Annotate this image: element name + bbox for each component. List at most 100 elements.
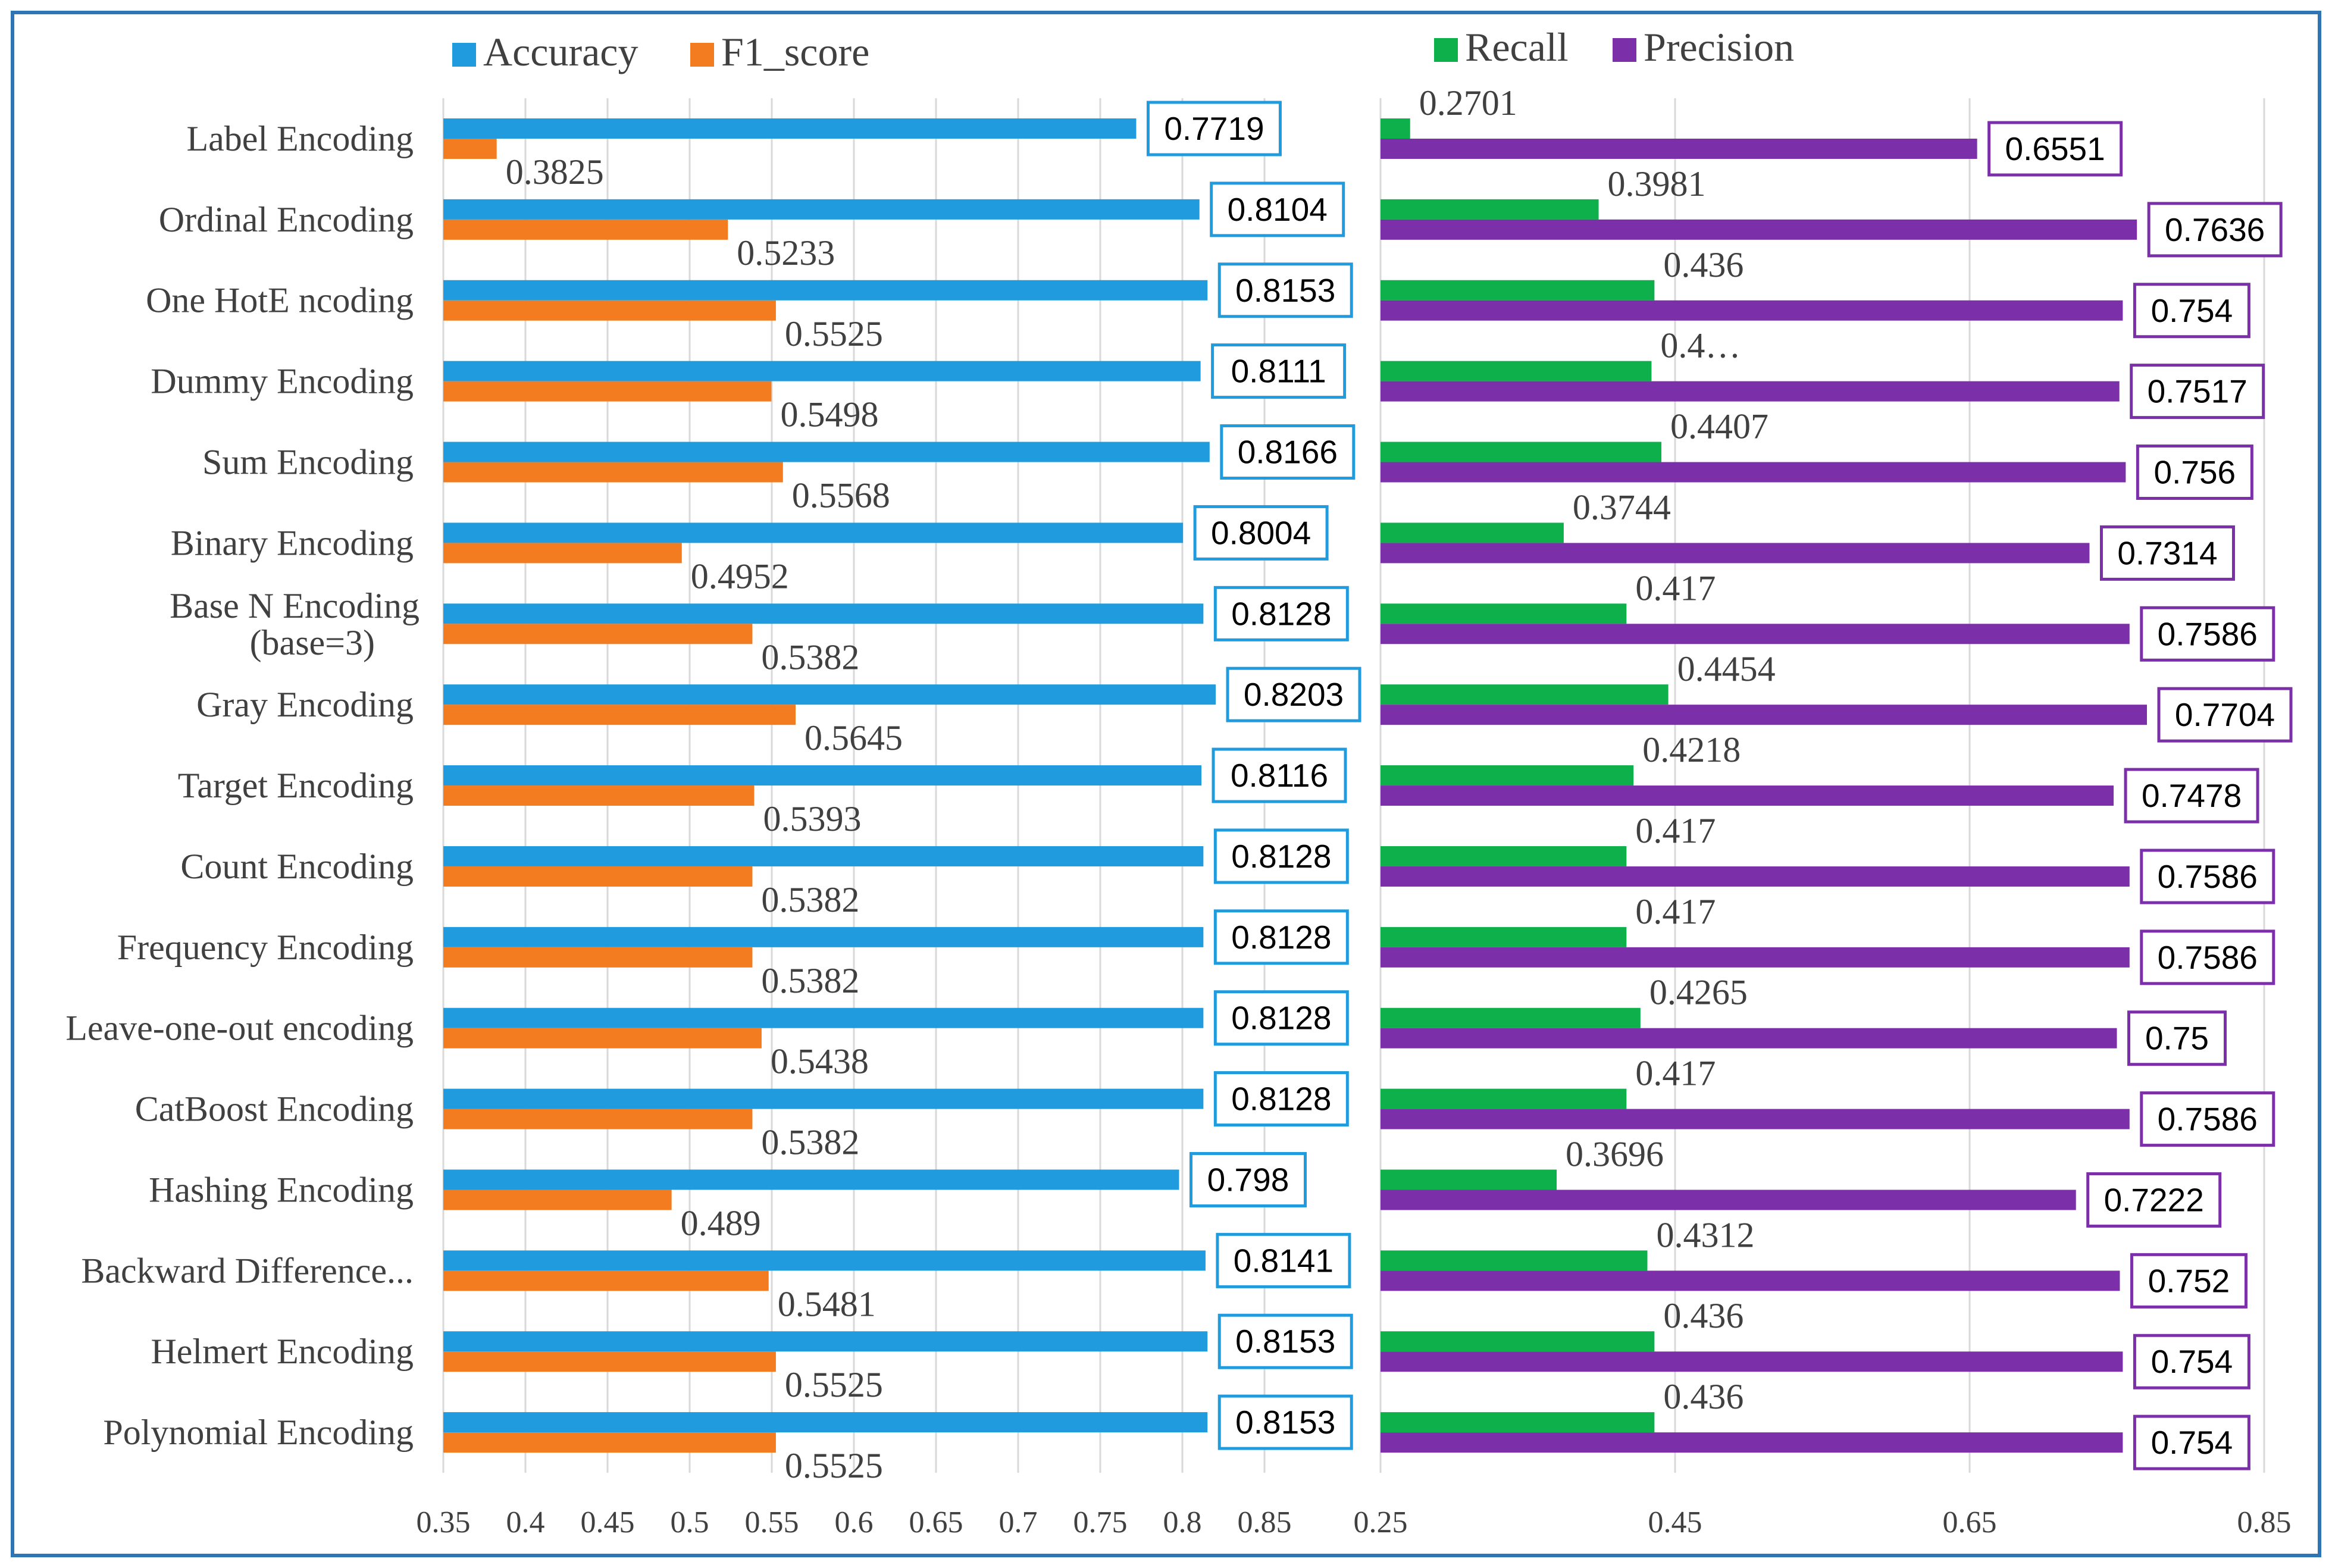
- left-bar-accuracy: [443, 361, 1201, 381]
- precision-data-label: 0.7586: [2158, 858, 2258, 895]
- left-axis-tick-label: 0.35: [417, 1506, 471, 1539]
- precision-data-label: 0.7586: [2158, 939, 2258, 976]
- accuracy-data-label-box: [1213, 828, 1349, 884]
- f1-score-data-label: 0.5393: [763, 799, 861, 838]
- accuracy-data-label: 0.8128: [1231, 838, 1331, 875]
- precision-data-label-box: [2140, 929, 2275, 985]
- precision-data-label: 0.754: [2151, 292, 2233, 329]
- category-label: Dummy Encoding: [151, 362, 414, 401]
- left-axis-tick-label: 0.55: [745, 1506, 799, 1539]
- precision-legend-swatch: [1613, 38, 1636, 62]
- right-bar-recall: [1381, 1412, 1655, 1433]
- left-bar-f1-score: [443, 1028, 762, 1049]
- labels-layer: 0.35 0.4 0.45 0.5 0.55 0.6 0.65 0.7 0.75 0.8 0.85 0…: [65, 83, 2293, 1539]
- accuracy-data-label: 0.8128: [1231, 1081, 1331, 1118]
- right-bar-recall: [1381, 603, 1627, 624]
- left-bar-accuracy: [443, 1412, 1208, 1433]
- left-bar-f1-score: [443, 947, 753, 968]
- bars-layer: [443, 118, 2147, 1453]
- accuracy-data-label-box: [1217, 1394, 1353, 1450]
- precision-data-label: 0.7636: [2165, 211, 2265, 248]
- right-bar-precision: [1381, 219, 2137, 240]
- accuracy-data-label-box: [1213, 990, 1349, 1046]
- category-label: Ordinal Encoding: [159, 200, 414, 239]
- right-bar-recall: [1381, 1250, 1648, 1271]
- category-label: Hashing Encoding: [149, 1170, 414, 1209]
- left-bar-f1-score: [443, 705, 796, 725]
- recall-data-label: 0.417: [1635, 568, 1716, 608]
- accuracy-data-label-box: [1213, 1071, 1349, 1127]
- right-bar-precision: [1381, 705, 2147, 725]
- left-bar-f1-score: [443, 219, 728, 240]
- category-label: Sum Encoding: [202, 442, 414, 481]
- right-bar-precision: [1381, 300, 2123, 321]
- f1-score-data-label: 0.489: [681, 1203, 761, 1242]
- right-bar-recall: [1381, 765, 1634, 786]
- right-bar-precision: [1381, 947, 2130, 968]
- recall-data-label: 0.4312: [1656, 1215, 1754, 1254]
- f1-score-data-label: 0.5233: [737, 233, 835, 273]
- accuracy-data-label: 0.8128: [1231, 919, 1331, 956]
- category-label: Binary Encoding: [171, 523, 414, 562]
- accuracy-data-label-box: [1220, 424, 1356, 480]
- precision-data-label-box: [2127, 1010, 2227, 1066]
- f1-score-data-label: 0.5525: [785, 1365, 883, 1404]
- left-bar-f1-score: [443, 1190, 672, 1210]
- right-bar-precision: [1381, 1109, 2130, 1129]
- f1-score-data-label: 0.5382: [761, 961, 859, 1000]
- accuracy-data-label: 0.8104: [1228, 191, 1328, 228]
- right-bar-precision: [1381, 866, 2130, 887]
- f1-score-data-label: 0.5382: [761, 637, 859, 677]
- accuracy-data-label: 0.8203: [1244, 676, 1344, 713]
- precision-data-label: 0.752: [2148, 1262, 2230, 1299]
- precision-data-label-box: [2157, 687, 2293, 743]
- left-bar-f1-score: [443, 866, 753, 887]
- precision-data-label: 0.7222: [2104, 1181, 2204, 1218]
- accuracy-data-label-box: [1213, 586, 1349, 641]
- accuracy-legend-swatch: [452, 43, 476, 67]
- precision-data-label-box: [2124, 768, 2259, 824]
- category-label: Gray Encoding: [196, 685, 414, 724]
- left-bar-accuracy: [443, 442, 1210, 462]
- precision-data-label: 0.7478: [2142, 777, 2242, 814]
- accuracy-data-label-box: [1217, 1313, 1353, 1369]
- category-label: CatBoost Encoding: [135, 1090, 414, 1129]
- accuracy-data-label: 0.7719: [1164, 110, 1264, 147]
- f1-score-data-label: 0.5645: [805, 718, 903, 758]
- precision-data-label: 0.754: [2151, 1424, 2233, 1461]
- accuracy-data-label-box: [1146, 101, 1282, 157]
- recall-data-label: 0.4454: [1677, 649, 1776, 688]
- recall-data-label: 0.3744: [1573, 487, 1671, 527]
- left-bar-accuracy: [443, 846, 1204, 866]
- left-axis-tick-label: 0.65: [909, 1506, 963, 1539]
- f1-score-data-label: 0.5525: [785, 1446, 883, 1485]
- f1-score-data-label: 0.4952: [691, 556, 789, 596]
- left-axis-tick-label: 0.75: [1073, 1506, 1128, 1539]
- left-bar-f1-score: [443, 139, 497, 159]
- right-bar-precision: [1381, 785, 2114, 806]
- right-bar-recall: [1381, 442, 1661, 462]
- accuracy-data-label-box: [1212, 747, 1347, 803]
- left-bar-f1-score: [443, 1432, 776, 1453]
- precision-data-label: 0.756: [2154, 454, 2236, 491]
- left-bar-f1-score: [443, 300, 776, 321]
- accuracy-legend-label: Accuracy: [483, 29, 638, 74]
- right-bar-recall: [1381, 199, 1599, 220]
- left-bar-accuracy: [443, 118, 1137, 139]
- accuracy-data-label-box: [1210, 181, 1345, 237]
- left-bar-f1-score: [443, 462, 783, 483]
- left-axis-tick-label: 0.5: [671, 1506, 709, 1539]
- recall-legend-label: Recall: [1465, 24, 1569, 70]
- category-label: Helmert Encoding: [151, 1332, 414, 1371]
- right-axis-tick-label: 0.45: [1648, 1506, 1702, 1539]
- f1-score-data-label: 0.3825: [506, 152, 604, 192]
- accuracy-data-label: 0.8004: [1211, 514, 1311, 551]
- precision-data-label-box: [2133, 1414, 2250, 1470]
- category-label: One HotE ncoding: [146, 281, 414, 320]
- accuracy-data-label-box: [1189, 1151, 1307, 1207]
- category-label: Base N Encoding (base=3): [170, 586, 420, 662]
- left-bar-f1-score: [443, 1270, 769, 1291]
- precision-data-label-box: [2099, 525, 2235, 581]
- recall-legend-swatch: [1434, 38, 1458, 62]
